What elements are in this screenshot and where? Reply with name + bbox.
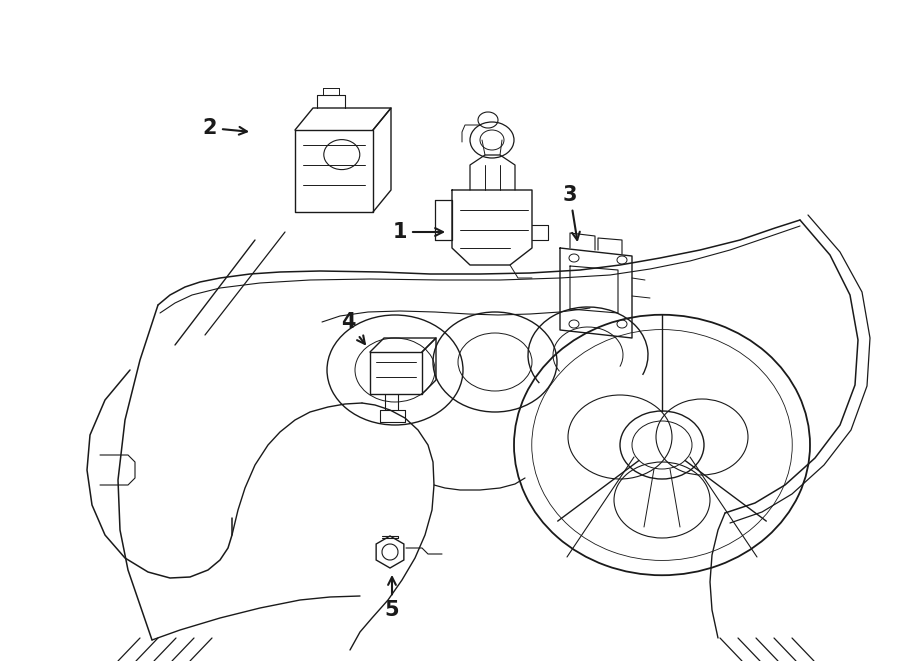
Text: 2: 2 [202, 118, 247, 138]
Text: 1: 1 [392, 222, 443, 242]
Text: 5: 5 [384, 577, 400, 620]
Text: 3: 3 [562, 185, 580, 240]
Text: 4: 4 [341, 312, 365, 344]
